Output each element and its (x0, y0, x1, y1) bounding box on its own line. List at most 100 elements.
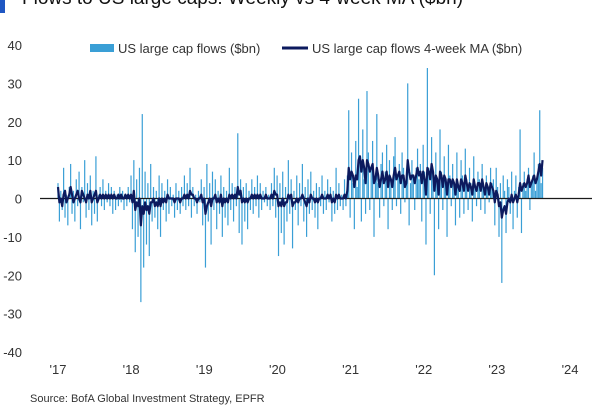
legend: US large cap flows ($bn) US large cap fl… (90, 41, 522, 56)
flow-bar (277, 198, 280, 257)
ma-line-series (56, 155, 544, 227)
source-note: Source: BofA Global Investment Strategy,… (30, 393, 265, 405)
flow-bar (159, 198, 162, 237)
flow-bar (353, 198, 355, 230)
flow-bar (383, 198, 385, 207)
flow-bar (335, 167, 337, 199)
flow-bar (254, 186, 256, 199)
flow-bar (91, 198, 93, 226)
flow-bar (411, 160, 413, 199)
flow-bar (377, 183, 379, 199)
flow-bar (176, 198, 178, 211)
flow-bar (247, 198, 249, 230)
flow-bar (373, 198, 375, 237)
flow-bar (109, 198, 111, 207)
flow-bar (308, 198, 310, 214)
flow-bar (317, 198, 319, 230)
flow-bar (157, 198, 159, 230)
y-tick-label: 20 (8, 115, 22, 130)
flow-bar (186, 183, 188, 199)
flow-bar (369, 198, 371, 211)
flow-bar (136, 179, 138, 199)
flow-bar (409, 183, 412, 199)
flow-bar (71, 198, 73, 214)
flow-bar (418, 179, 420, 199)
flow-bar (397, 175, 399, 199)
flow-bar (450, 198, 452, 207)
flow-bar (541, 167, 544, 199)
y-tick-label: 0 (15, 192, 22, 207)
flow-bar (482, 190, 485, 199)
flow-bar (151, 198, 153, 222)
flow-bar (534, 190, 537, 199)
flow-bar (310, 171, 312, 199)
flow-bar (242, 186, 244, 199)
flow-bar (238, 198, 240, 234)
x-axis: '17 '18 '19 '20 '21 '22 '23 '24 (50, 362, 579, 377)
flow-bar (251, 179, 253, 199)
flow-bar (241, 198, 243, 245)
flow-bar (131, 198, 134, 230)
flow-bar (502, 175, 504, 199)
flow-bar (143, 198, 145, 268)
flow-bar (102, 179, 104, 199)
flow-bar (433, 198, 435, 276)
flow-bar (291, 198, 294, 249)
flow-bar (255, 198, 257, 207)
flow-bar (525, 190, 527, 199)
flow-bar (200, 179, 202, 199)
flow-bar (508, 186, 510, 199)
flow-bar (77, 198, 79, 207)
flow-bar (367, 152, 369, 199)
flow-bar (100, 198, 103, 207)
flow-bar (290, 179, 292, 199)
flow-bar (419, 163, 421, 199)
flow-bar (400, 198, 402, 214)
flow-bar (235, 198, 237, 207)
flow-bar (338, 183, 340, 199)
flow-bar (256, 175, 259, 199)
flow-bar (239, 179, 242, 199)
flow-bar (495, 167, 497, 199)
flow-bar (324, 190, 326, 199)
flow-bar (446, 198, 448, 237)
flow-bar (304, 186, 306, 199)
flow-bar (148, 198, 150, 257)
flow-bar (192, 186, 194, 199)
flow-bar (520, 198, 523, 234)
flow-bar (266, 198, 268, 207)
flow-bar (245, 183, 247, 199)
flow-bar (122, 190, 124, 199)
flow-bar (134, 198, 136, 253)
flow-bar (179, 198, 181, 214)
flow-bar (491, 183, 493, 199)
flow-bar (484, 198, 486, 214)
flow-bar (207, 198, 209, 222)
flow-bar (211, 171, 214, 199)
flow-bar (209, 183, 211, 199)
flow-bar (276, 175, 278, 199)
flow-bar (522, 183, 524, 199)
flow-bar (364, 198, 367, 214)
flow-bar (315, 183, 318, 199)
flow-bar (357, 98, 360, 199)
title-accent-bar (0, 0, 5, 13)
flow-bar (363, 179, 365, 199)
flow-bar (475, 198, 478, 207)
flow-bar (494, 198, 496, 226)
flow-bar (473, 156, 475, 199)
flow-bar (349, 198, 351, 218)
x-tick-label: '17 (50, 362, 67, 377)
flow-bar (352, 183, 354, 199)
flow-bar (110, 186, 112, 199)
flow-bar (504, 190, 506, 199)
flow-bar (301, 163, 303, 199)
flow-bar (232, 198, 235, 222)
flow-bar (79, 198, 82, 230)
x-tick-label: '23 (488, 362, 505, 377)
flow-bar (331, 198, 333, 222)
flow-bar (58, 198, 60, 222)
flow-bar (268, 194, 270, 199)
flow-bar (182, 198, 184, 207)
